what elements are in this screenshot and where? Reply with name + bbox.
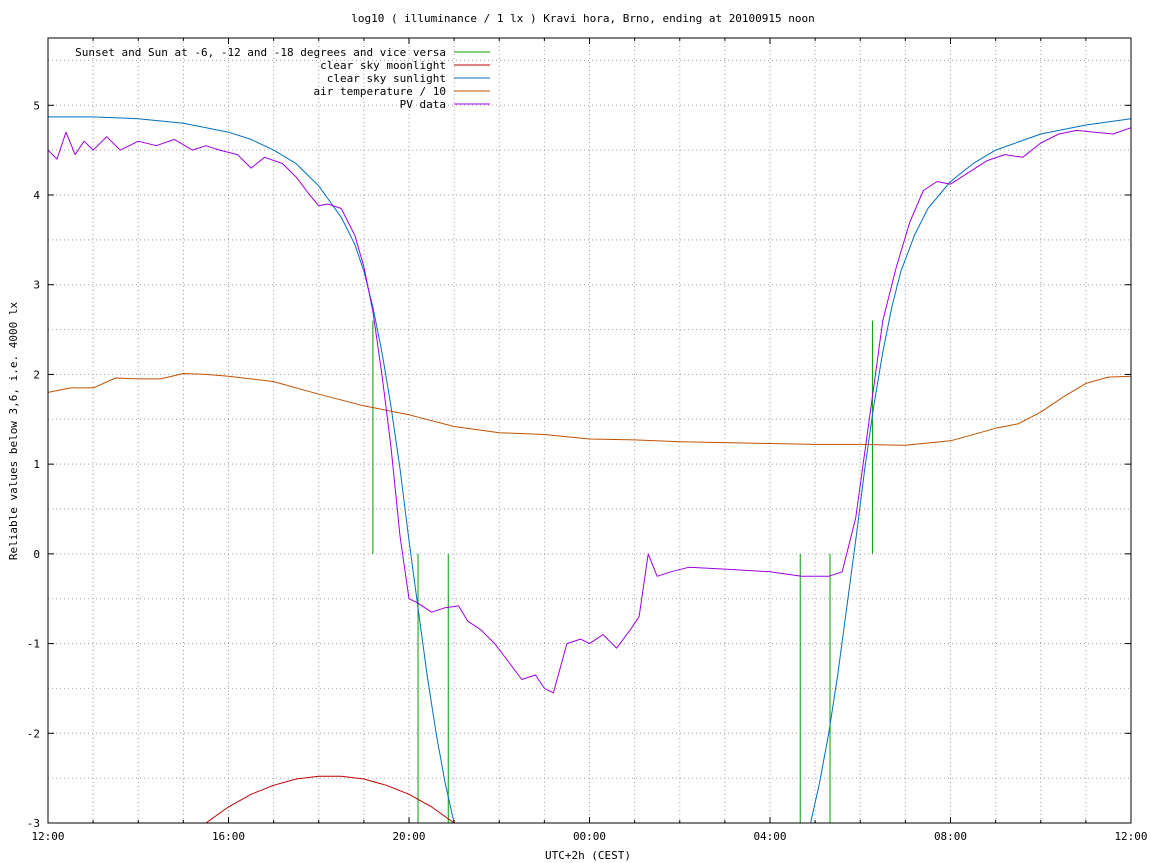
y-tick-label: -3 <box>27 817 40 830</box>
y-tick-label: -2 <box>27 727 40 740</box>
x-tick-label: 08:00 <box>934 830 967 843</box>
y-tick-label: 1 <box>33 458 40 471</box>
grid <box>48 38 1131 823</box>
legend-label: clear sky moonlight <box>320 59 446 72</box>
y-tick-label: 2 <box>33 368 40 381</box>
series-4 <box>48 127 1131 694</box>
y-tick-label: 4 <box>33 189 40 202</box>
chart-title: log10 ( illuminance / 1 lx ) Kravi hora,… <box>351 12 815 25</box>
x-tick-label: 12:00 <box>1114 830 1147 843</box>
series-layer <box>48 116 1131 823</box>
series-line <box>48 127 1131 694</box>
y-axis-label: Reliable values below 3,6, i.e. 4000 lx <box>7 301 20 560</box>
x-tick-label: 16:00 <box>212 830 245 843</box>
ticks-layer: 12:00 16:00 20:00 00:00 04:00 08:00 12:00 5 4 3 2 1… <box>27 38 1148 843</box>
x-axis-label: UTC+2h (CEST) <box>545 849 631 862</box>
series-1 <box>205 775 455 823</box>
x-tick-label: 20:00 <box>392 830 425 843</box>
series-3 <box>48 373 1131 446</box>
x-tick-label: 04:00 <box>753 830 786 843</box>
y-tick-label: 5 <box>33 99 40 112</box>
legend-label: clear sky sunlight <box>327 72 446 85</box>
x-tick-label: 12:00 <box>31 830 64 843</box>
series-line <box>48 116 1131 823</box>
series-2 <box>48 116 1131 823</box>
y-tick-label: 3 <box>33 279 40 292</box>
y-tick-label: -1 <box>27 638 40 651</box>
series-0 <box>372 320 873 823</box>
legend: Sunset and Sun at -6, -12 and -18 degree… <box>75 46 490 111</box>
legend-label: PV data <box>400 98 446 111</box>
x-tick-label: 00:00 <box>573 830 606 843</box>
series-line <box>48 373 1131 446</box>
y-tick-label: 0 <box>33 548 40 561</box>
legend-label: air temperature / 10 <box>314 85 446 98</box>
legend-label: Sunset and Sun at -6, -12 and -18 degree… <box>75 46 446 59</box>
series-line <box>205 775 455 823</box>
